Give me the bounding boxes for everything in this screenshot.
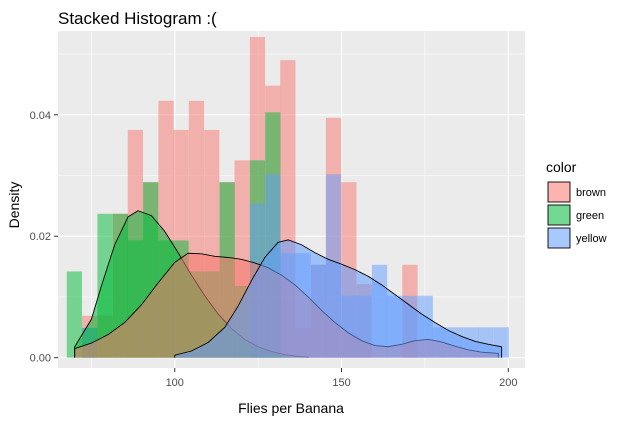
- x-tick-label: 150: [332, 377, 350, 389]
- y-axis-label: Density: [6, 182, 22, 229]
- legend-title: color: [546, 159, 577, 175]
- density-area-yellow: [174, 239, 502, 358]
- legend: color brown green yellow: [546, 159, 607, 249]
- legend-label-yellow: yellow: [576, 233, 607, 245]
- legend-label-brown: brown: [576, 187, 606, 199]
- legend-key-yellow: [547, 227, 571, 249]
- y-tick-label: 0.00: [30, 353, 51, 365]
- x-axis: 100 150 200: [166, 368, 518, 389]
- legend-label-green: green: [576, 210, 604, 222]
- x-tick-label: 100: [166, 377, 184, 389]
- chart-title: Stacked Histogram :(: [58, 9, 217, 28]
- x-axis-label: Flies per Banana: [238, 400, 344, 416]
- density-line-yellow: [174, 239, 503, 358]
- legend-key-brown: [547, 181, 571, 203]
- y-axis: 0.00 0.02 0.04: [30, 110, 58, 365]
- y-tick-label: 0.04: [30, 110, 51, 122]
- legend-key-green: [547, 204, 571, 226]
- x-tick-label: 200: [499, 377, 517, 389]
- y-tick-label: 0.02: [30, 231, 51, 243]
- legend-items: brown green yellow: [547, 181, 607, 249]
- histogram-bar-green: [66, 271, 82, 358]
- density-curves: [74, 210, 503, 358]
